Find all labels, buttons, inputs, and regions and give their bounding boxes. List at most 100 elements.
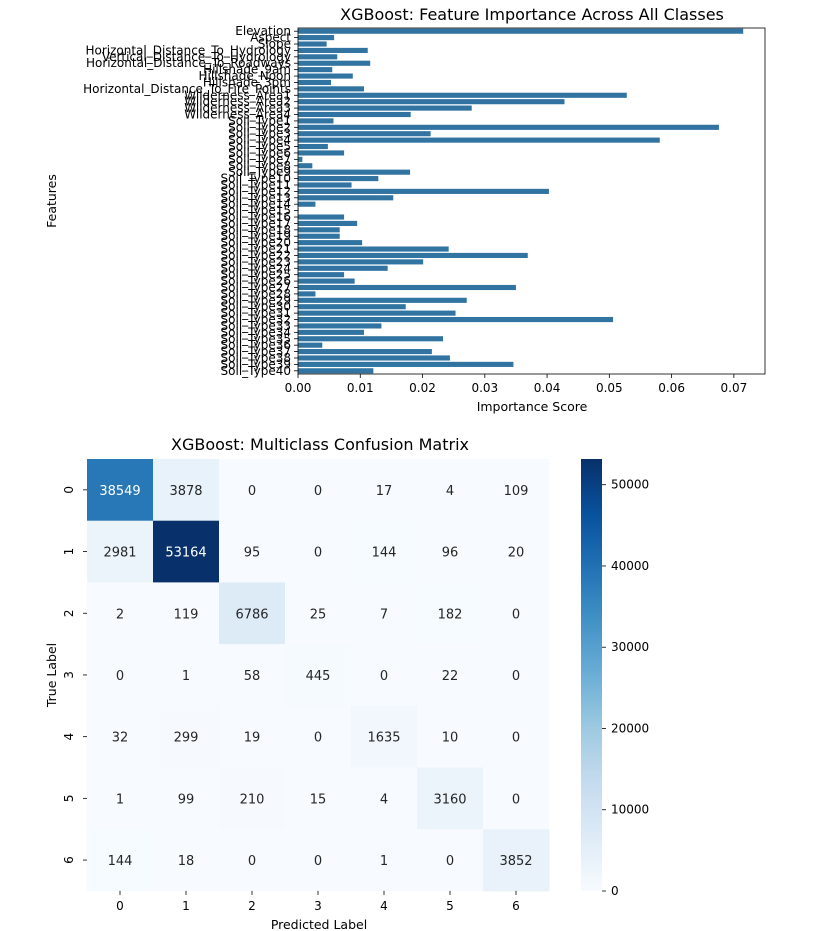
heatmap-cell-value: 144 (108, 854, 133, 869)
bar-y-tick-label: Soil_Type24 (221, 261, 291, 275)
heatmap-cell (87, 705, 154, 768)
bar-y-tick-label: Soil_Type11 (221, 178, 291, 192)
heatmap-cell (219, 829, 286, 892)
heatmap-cell (153, 459, 220, 522)
heatmap-cell (153, 582, 220, 645)
bar-y-tick-label: Soil_Type18 (221, 223, 291, 237)
heatmap-cell-value: 32 (112, 731, 129, 746)
heatmap-cell (417, 705, 484, 768)
heatmap-cell (285, 767, 352, 830)
bar (298, 284, 516, 291)
heatmap-cell-value: 0 (512, 731, 520, 746)
confusion-matrix-chart: XGBoost: Multiclass Confusion Matrix 385… (44, 435, 649, 931)
heatmap-cell (219, 582, 286, 645)
heatmap-cell-value: 182 (438, 607, 463, 622)
heatmap-cell-value: 0 (314, 854, 322, 869)
bar (298, 316, 614, 323)
bar (298, 361, 514, 367)
heatmap-cell (417, 520, 484, 583)
heatmap-y-tick-label: 1 (62, 548, 76, 556)
bar (298, 79, 332, 86)
heatmap-cell (153, 705, 220, 768)
bar-x-tick-label: 0.03 (471, 381, 498, 395)
heatmap-cell (483, 459, 550, 522)
bar-y-tick-label: Soil_Type19 (221, 229, 291, 243)
bar (298, 246, 449, 252)
heatmap-cell-value: 1 (182, 669, 190, 684)
heatmap-cell (87, 459, 154, 522)
bar (298, 73, 353, 79)
bar (298, 336, 444, 342)
heatmap-cell-value: 17 (376, 484, 393, 499)
bar (298, 176, 379, 182)
bar-x-tick-label: 0.04 (534, 381, 561, 395)
bar-y-tick-label: Horizontal_Distance_To_Fire_Points (83, 82, 291, 96)
bar (298, 323, 382, 329)
bar (298, 188, 549, 194)
heatmap-cell-value: 0 (512, 669, 520, 684)
bar-y-tick-label: Soil_Type3 (228, 127, 291, 141)
heatmap-ticks: 0 1 2 3 4 5 6 0 1 2 3 4 5 6 (62, 486, 520, 913)
bar (298, 195, 394, 201)
heatmap-x-tick-label: 6 (512, 899, 520, 913)
bar (298, 278, 355, 284)
bar (298, 342, 323, 348)
bar (298, 60, 371, 66)
bar (298, 99, 565, 105)
bar-y-tick-label: Soil_Type14 (221, 197, 291, 211)
heatmap-cell-value: 15 (310, 792, 327, 807)
bar (298, 272, 345, 278)
bar (298, 355, 450, 361)
bar-y-tick-label: Soil_Type26 (221, 274, 291, 288)
colorbar-tick-label: 50000 (611, 478, 649, 492)
heatmap-cell-value: 25 (310, 607, 327, 622)
bar (298, 143, 328, 150)
colorbar-tick-label: 30000 (611, 640, 649, 654)
heatmap-cell (483, 705, 550, 768)
bar-x-tick-label: 0.07 (721, 381, 748, 395)
bar (298, 137, 660, 143)
heatmap-cell-value: 445 (306, 669, 331, 684)
bar-y-tick-label: Wilderness_Area1 (184, 88, 291, 102)
bar (298, 150, 345, 156)
heatmap-cell-value: 18 (178, 854, 195, 869)
heatmap-cell (219, 767, 286, 830)
bar (298, 368, 374, 374)
bar-y-tick-label: Soil_Type16 (221, 210, 291, 224)
bar-y-tick-label: Soil_Type21 (221, 242, 291, 256)
heatmap-cell (87, 520, 154, 583)
heatmap-cell-value: 38549 (99, 484, 140, 499)
bar-y-tick-label: Soil_Type27 (221, 281, 291, 295)
heatmap-cell-value: 22 (442, 669, 459, 684)
bar-y-tick-label: Horizontal_Distance_To_Roadways (86, 56, 291, 70)
heatmap-x-tick-label: 3 (314, 899, 322, 913)
bar-y-tick-label: Soil_Type35 (221, 332, 291, 346)
heatmap-cell (153, 644, 220, 707)
colorbar-tick-label: 0 (611, 884, 619, 898)
heatmap-cell (87, 829, 154, 892)
feature-importance-chart: XGBoost: Feature Importance Across All C… (44, 5, 766, 414)
bar-y-tick-label: Soil_Type25 (221, 268, 291, 282)
heatmap-cell-value: 210 (240, 792, 265, 807)
heatmap-cell (417, 582, 484, 645)
bar (298, 124, 719, 130)
heatmap-title: XGBoost: Multiclass Confusion Matrix (171, 435, 469, 454)
bar-chart-title: XGBoost: Feature Importance Across All C… (340, 5, 724, 24)
heatmap-cell (351, 520, 418, 583)
heatmap-cell-value: 3852 (499, 854, 532, 869)
bar-y-tick-label: Soil_Type29 (221, 293, 291, 307)
bar (298, 47, 368, 53)
bar-y-tick-label: Soil_Type28 (221, 287, 291, 301)
heatmap-cell-value: 1 (116, 792, 124, 807)
bar-y-tick-label: Soil_Type40 (221, 364, 291, 378)
heatmap-cell (417, 829, 484, 892)
heatmap-cell (483, 829, 550, 892)
heatmap-cell-value: 109 (504, 484, 529, 499)
bar (298, 304, 406, 310)
bar-y-tick-label: Aspect (250, 31, 291, 45)
heatmap-cell-value: 58 (244, 669, 261, 684)
bar (298, 67, 333, 73)
bar-y-tick-label: Soil_Type10 (221, 172, 291, 186)
bar (298, 233, 340, 239)
